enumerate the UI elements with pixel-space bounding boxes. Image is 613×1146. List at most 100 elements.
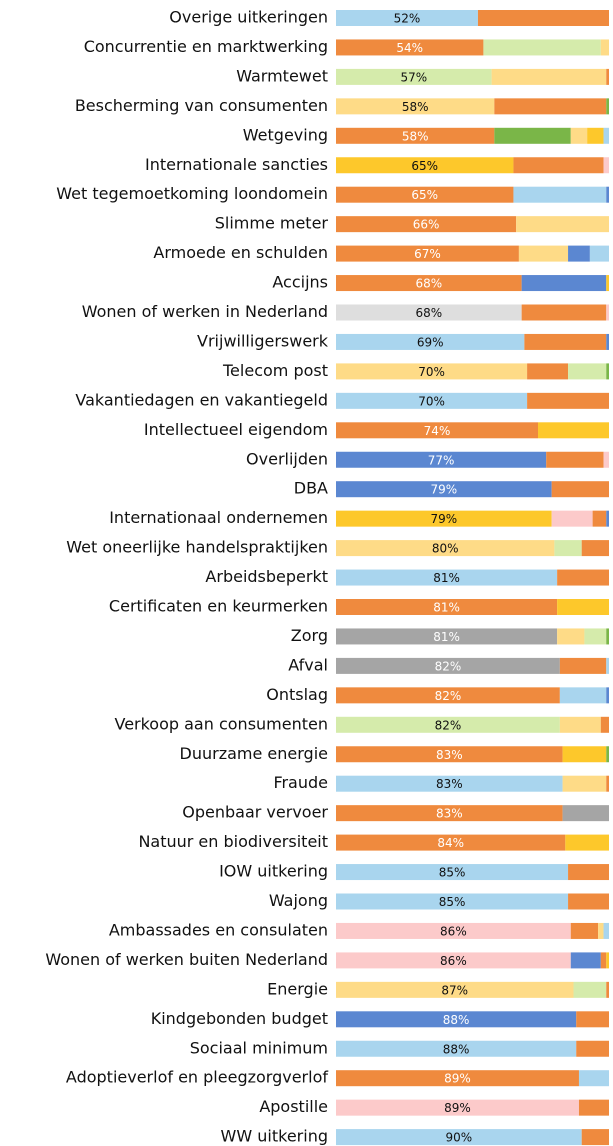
value-label: 79% <box>430 512 457 526</box>
bar-segment <box>570 127 588 144</box>
category-label: Bescherming van consumenten <box>75 96 328 115</box>
bar-segment <box>336 599 558 615</box>
category-label: Apostille <box>259 1097 328 1116</box>
bar-segment <box>576 1040 609 1057</box>
bar-segment <box>576 1011 609 1028</box>
value-label: 83% <box>436 777 463 791</box>
bar-segment <box>491 68 607 85</box>
bar-segment <box>336 39 484 56</box>
value-label: 74% <box>424 424 451 438</box>
value-label: 81% <box>433 601 460 615</box>
value-label: 58% <box>402 100 429 114</box>
bar-segment <box>527 392 609 409</box>
value-label: 79% <box>430 483 457 497</box>
bar-segment <box>336 422 539 439</box>
bar-segment <box>336 746 563 763</box>
bar-segment <box>336 805 563 822</box>
bar-segment <box>557 628 585 645</box>
category-label: Accijns <box>272 273 328 292</box>
value-label: 88% <box>443 1042 470 1056</box>
bar-segment <box>603 451 609 468</box>
category-label: Kindgebonden budget <box>151 1009 328 1028</box>
category-label: Wajong <box>269 891 328 910</box>
bar-segment <box>606 510 609 527</box>
value-label: 83% <box>436 807 463 821</box>
bar-segment <box>557 599 609 615</box>
bar-segment <box>336 245 519 262</box>
value-label: 65% <box>411 159 438 173</box>
bar-segment <box>336 1011 577 1028</box>
bar-segment <box>336 363 528 380</box>
value-label: 86% <box>440 954 467 968</box>
category-label: DBA <box>294 479 328 498</box>
bar-segment <box>336 864 569 881</box>
bar-segment <box>581 540 609 557</box>
value-label: 68% <box>415 306 442 320</box>
bar-segment <box>521 275 607 292</box>
category-label: Concurrentie en marktwerking <box>84 37 328 56</box>
bar-segment <box>568 864 609 881</box>
category-label: Wonen of werken buiten Nederland <box>45 950 328 969</box>
bar-segment <box>606 186 609 203</box>
bar-segment <box>336 481 552 498</box>
value-label: 70% <box>418 365 445 379</box>
value-label: 57% <box>400 70 427 84</box>
category-label: Warmtewet <box>236 66 328 85</box>
value-label: 69% <box>417 335 444 349</box>
value-label: 70% <box>418 394 445 408</box>
bar-segment <box>336 569 558 586</box>
bar-segment <box>568 893 609 910</box>
bar-segment <box>336 657 560 674</box>
bar-segment <box>483 39 601 56</box>
category-label: Vakantiedagen en vakantiegeld <box>75 390 328 409</box>
bar-segment <box>570 922 599 939</box>
value-label: 67% <box>414 247 441 261</box>
category-label: Overlijden <box>246 449 328 468</box>
category-label: Wet oneerlijke handelspraktijken <box>66 538 328 557</box>
value-label: 80% <box>432 542 459 556</box>
value-label: 66% <box>413 218 440 232</box>
bar-segment <box>584 628 607 645</box>
category-label: Slimme meter <box>215 214 329 233</box>
bar-segment <box>587 127 604 144</box>
category-label: Wonen of werken in Nederland <box>82 302 328 321</box>
bar-segment <box>513 186 607 203</box>
category-label: Zorg <box>291 626 328 645</box>
category-label: Vrijwilligerswerk <box>197 331 329 350</box>
bar-segment <box>336 451 547 468</box>
value-label: 89% <box>444 1072 471 1086</box>
bar-segment <box>600 952 607 969</box>
bar-segment <box>336 922 571 939</box>
value-label: 82% <box>435 689 462 703</box>
bar-segment <box>336 127 495 144</box>
bar-segment <box>336 540 555 557</box>
category-label: WW uitkering <box>221 1127 328 1146</box>
category-label: Sociaal minimum <box>190 1038 328 1057</box>
bar-segment <box>606 952 609 969</box>
bar-segment <box>538 422 609 439</box>
value-label: 81% <box>433 571 460 585</box>
category-label: Overige uitkeringen <box>169 8 328 27</box>
bar-segment <box>336 98 495 115</box>
bar-segment <box>336 392 528 409</box>
bar-segment <box>336 687 560 704</box>
category-label: Wetgeving <box>243 125 328 144</box>
bar-segment <box>557 569 609 586</box>
bar-segment <box>494 98 607 115</box>
bar-segment <box>606 68 609 85</box>
value-label: 52% <box>394 12 421 26</box>
bar-segment <box>336 186 514 203</box>
bar-segment <box>336 1099 579 1116</box>
bar-segment <box>524 333 607 350</box>
bar-segment <box>603 127 609 144</box>
bar-segment <box>581 1129 609 1146</box>
bar-segment <box>336 216 517 233</box>
bar-segment <box>336 510 552 527</box>
bar-segment <box>603 922 609 939</box>
bar-segment <box>336 157 514 174</box>
bar-segment <box>606 981 609 998</box>
value-label: 88% <box>443 1013 470 1027</box>
bar-segment <box>336 10 478 26</box>
category-label: Ambassades en consulaten <box>109 920 328 939</box>
value-label: 89% <box>444 1101 471 1115</box>
